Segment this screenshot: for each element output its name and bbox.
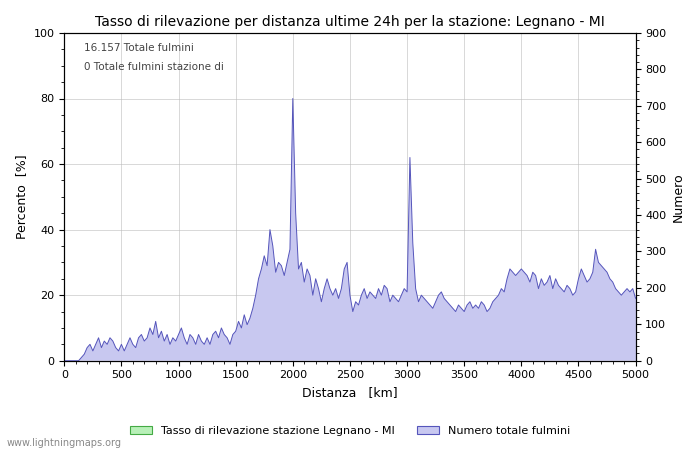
Title: Tasso di rilevazione per distanza ultime 24h per la stazione: Legnano - MI: Tasso di rilevazione per distanza ultime… [95,15,605,29]
Y-axis label: Percento  [%]: Percento [%] [15,154,28,239]
Legend: Tasso di rilevazione stazione Legnano - MI, Numero totale fulmini: Tasso di rilevazione stazione Legnano - … [125,421,575,440]
Text: www.lightningmaps.org: www.lightningmaps.org [7,438,122,448]
Text: 16.157 Totale fulmini: 16.157 Totale fulmini [84,43,194,53]
X-axis label: Distanza   [km]: Distanza [km] [302,386,398,399]
Text: 0 Totale fulmini stazione di: 0 Totale fulmini stazione di [84,63,224,72]
Y-axis label: Numero: Numero [672,172,685,222]
